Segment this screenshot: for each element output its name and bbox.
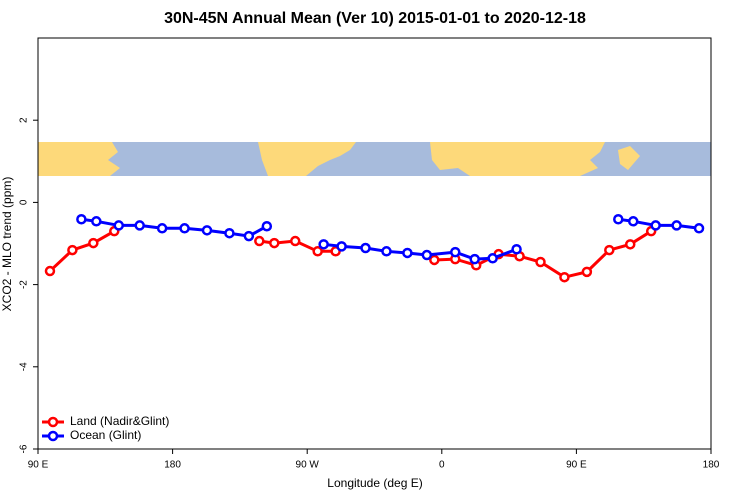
y-tick-label: 2 bbox=[19, 117, 30, 123]
data-point bbox=[429, 254, 440, 266]
x-tick-label: 0 bbox=[439, 460, 445, 471]
data-point bbox=[261, 220, 273, 232]
x-tick-label: 180 bbox=[164, 460, 181, 471]
series-line bbox=[48, 229, 652, 279]
plot-frame bbox=[37, 37, 712, 450]
data-point bbox=[312, 246, 323, 257]
y-tick-label: -6 bbox=[19, 444, 30, 453]
map-land bbox=[618, 146, 640, 170]
legend-label: Ocean (Glint) bbox=[70, 428, 141, 442]
data-point bbox=[88, 237, 99, 249]
data-point bbox=[179, 223, 190, 234]
data-point bbox=[243, 230, 255, 242]
data-point bbox=[289, 235, 301, 247]
data-point bbox=[336, 241, 347, 252]
data-point bbox=[201, 225, 213, 236]
data-point bbox=[604, 244, 615, 256]
data-point bbox=[76, 214, 87, 225]
data-point bbox=[381, 246, 392, 257]
data-point bbox=[650, 220, 661, 231]
map-land bbox=[38, 142, 120, 176]
map-land bbox=[258, 142, 356, 176]
map-ocean bbox=[38, 142, 711, 176]
x-tick-label: 90 E bbox=[566, 460, 587, 471]
data-point bbox=[693, 223, 705, 234]
data-point bbox=[535, 256, 546, 268]
legend-marker bbox=[47, 416, 59, 428]
data-point bbox=[613, 214, 624, 225]
data-point bbox=[318, 239, 329, 250]
data-point bbox=[269, 237, 280, 249]
data-point bbox=[627, 216, 639, 227]
data-point bbox=[67, 244, 78, 256]
data-point bbox=[134, 220, 145, 231]
y-tick-label: -4 bbox=[19, 362, 30, 371]
data-point bbox=[559, 271, 570, 283]
data-point bbox=[581, 266, 593, 278]
data-point bbox=[360, 242, 371, 254]
legend-label: Land (Nadir&Glint) bbox=[70, 414, 169, 428]
data-point bbox=[402, 247, 413, 259]
data-point bbox=[671, 220, 682, 231]
y-tick-label: -2 bbox=[19, 280, 30, 289]
data-point bbox=[421, 249, 433, 261]
data-point bbox=[156, 223, 168, 234]
data-point bbox=[254, 235, 265, 247]
x-axis-label: Longitude (deg E) bbox=[327, 476, 422, 490]
chart-title: 30N-45N Annual Mean (Ver 10) 2015-01-01 … bbox=[164, 10, 586, 27]
map-land bbox=[430, 142, 605, 176]
legend-marker bbox=[47, 430, 59, 442]
data-point bbox=[469, 253, 480, 265]
data-point bbox=[487, 253, 498, 264]
data-point bbox=[624, 239, 636, 250]
map-strip bbox=[38, 142, 711, 176]
x-tick-label: 180 bbox=[703, 460, 720, 471]
data-point bbox=[511, 244, 522, 255]
data-point bbox=[44, 265, 56, 277]
data-point bbox=[113, 220, 125, 231]
x-tick-label: 90 W bbox=[296, 460, 320, 471]
data-point bbox=[224, 227, 235, 239]
y-axis-label: XCO2 - MLO trend (ppm) bbox=[0, 177, 14, 312]
y-tick-label: 0 bbox=[19, 199, 30, 205]
x-tick-label: 90 E bbox=[28, 460, 49, 471]
data-point bbox=[450, 246, 461, 258]
data-point bbox=[91, 216, 102, 227]
